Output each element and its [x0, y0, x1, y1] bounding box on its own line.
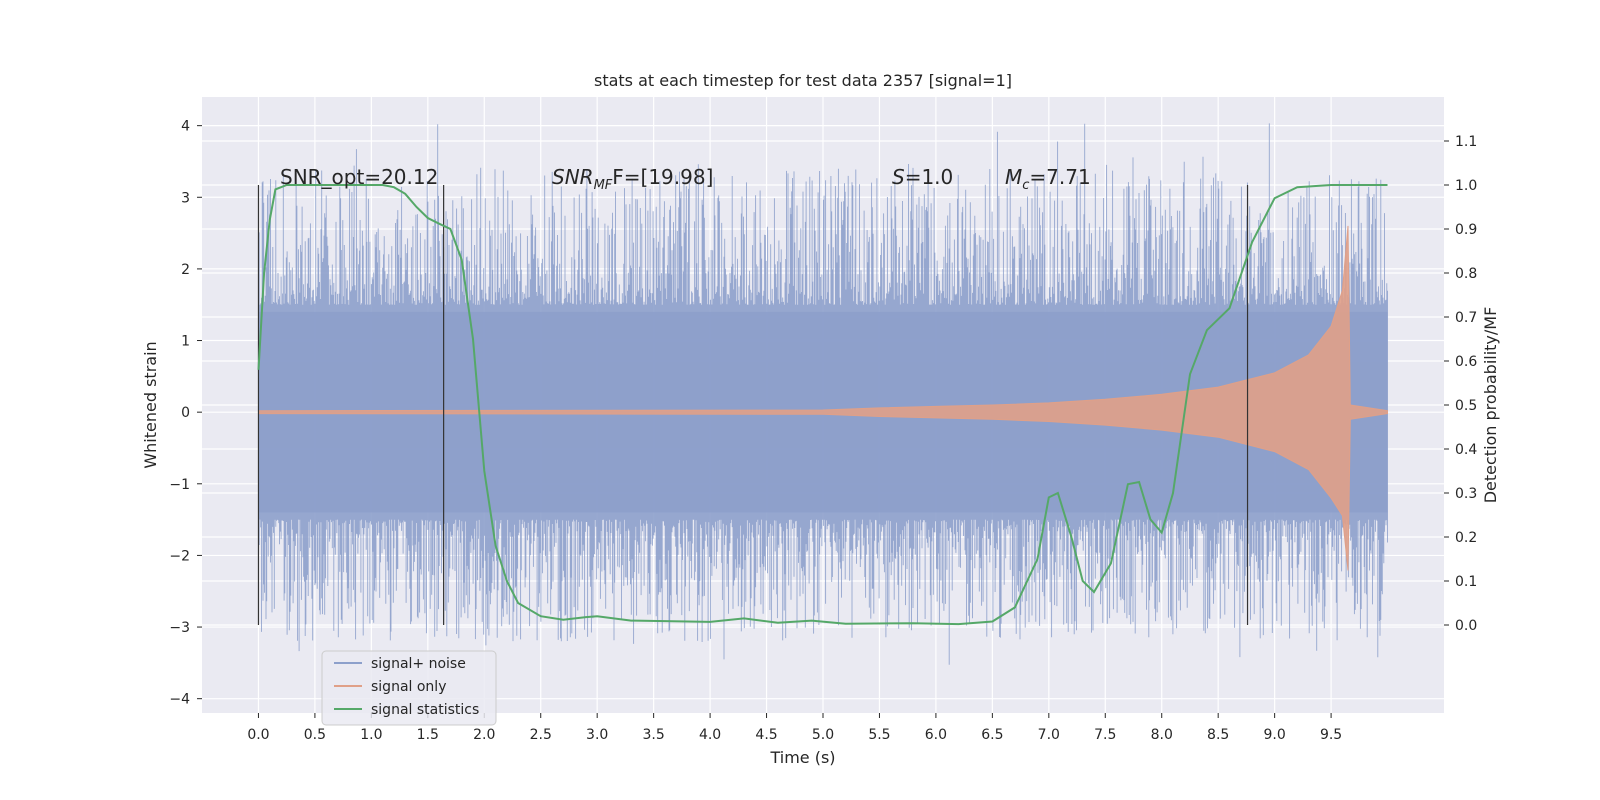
y2-tick-label: 0.8 [1455, 266, 1477, 282]
y2-tick-label: 0.7 [1455, 310, 1477, 326]
x-tick-label: 1.5 [417, 727, 439, 743]
x-tick-label: 9.0 [1264, 727, 1286, 743]
legend-label-signal-statistics: signal statistics [371, 702, 479, 718]
annotation-snr-mf-value: F=[19.98] [612, 165, 713, 189]
x-tick-label: 1.0 [360, 727, 382, 743]
x-tick-label: 7.5 [1094, 727, 1116, 743]
x-tick-label: 0.0 [247, 727, 269, 743]
y-tick-label: 4 [181, 119, 190, 135]
annotation-snr-opt: SNR_opt=20.12 [280, 165, 438, 189]
x-tick-label: 3.5 [643, 727, 665, 743]
x-tick-label: 5.0 [812, 727, 834, 743]
y2-tick-label: 0.6 [1455, 354, 1477, 370]
x-tick-label: 4.0 [699, 727, 721, 743]
x-tick-label: 5.5 [868, 727, 890, 743]
y2-tick-label: 1.0 [1455, 178, 1477, 194]
y-tick-label: −1 [169, 477, 190, 493]
y-axis-label: Whitened strain [141, 341, 160, 468]
annotation-s-value: =1.0 [905, 165, 954, 189]
y2-tick-label: 0.9 [1455, 222, 1477, 238]
legend-label-signal-only: signal only [371, 679, 446, 695]
annotation-mc-sub: c [1022, 178, 1029, 193]
x-tick-label: 2.5 [530, 727, 552, 743]
y2-tick-label: 0.2 [1455, 530, 1477, 546]
x-tick-label: 2.0 [473, 727, 495, 743]
y-tick-label: 0 [181, 405, 190, 421]
x-axis-label: Time (s) [769, 748, 835, 767]
chart-title: stats at each timestep for test data 235… [594, 71, 1012, 90]
y2-tick-label: 0.1 [1455, 574, 1477, 590]
y-tick-label: −3 [169, 620, 190, 636]
annotation-snr-mf-main: SNR [552, 165, 594, 189]
y-axis-right: 1.1 1.0 0.9 0.8 0.7 0.6 0.5 0.4 0.3 0.2 0.1 0.0 [1444, 134, 1477, 634]
y2-tick-label: 0.0 [1455, 618, 1477, 634]
y-tick-label: 1 [181, 334, 190, 350]
y2-tick-label: 0.5 [1455, 398, 1477, 414]
x-tick-label: 0.5 [304, 727, 326, 743]
annotation-s-main: S [892, 165, 905, 189]
x-tick-label: 8.5 [1207, 727, 1229, 743]
statistics-line [257, 184, 1388, 626]
y2-tick-label: 1.1 [1455, 134, 1477, 150]
annotation-mc: Mc=7.71 [1005, 165, 1091, 193]
signal-chirp [258, 225, 1388, 571]
x-tick-label: 9.5 [1320, 727, 1342, 743]
x-tick-label: 6.5 [981, 727, 1003, 743]
x-tick-label: 7.0 [1038, 727, 1060, 743]
y2-tick-label: 0.3 [1455, 486, 1477, 502]
annotation-mc-value: =7.71 [1029, 165, 1090, 189]
y-tick-label: −2 [169, 548, 190, 564]
y-tick-label: 3 [181, 190, 190, 206]
y2-axis-label: Detection probability/MF [1481, 307, 1500, 504]
series-signal-statistics [257, 184, 1388, 626]
annotation-snr-mf-sub: MF [594, 178, 613, 193]
annotation-mc-main: M [1005, 165, 1022, 189]
x-tick-label: 6.0 [925, 727, 947, 743]
y-axis-left: 4 3 2 1 0 −1 −2 −3 −4 [169, 119, 202, 708]
x-tick-label: 8.0 [1151, 727, 1173, 743]
y-tick-label: −4 [169, 692, 190, 708]
y2-tick-label: 0.4 [1455, 442, 1477, 458]
legend-box [321, 650, 497, 726]
x-tick-label: 4.5 [755, 727, 777, 743]
legend: signal+ noise signal only signal statist… [321, 650, 497, 726]
x-tick-label: 3.0 [586, 727, 608, 743]
series-signal-only [258, 225, 1388, 571]
annotation-snr-mf: SNRMFF=[19.98] [552, 165, 713, 193]
y-tick-label: 2 [181, 262, 190, 278]
annotation-s: S=1.0 [892, 165, 953, 189]
x-axis: 0.0 0.5 1.0 1.5 2.0 2.5 3.0 3.5 4.0 4.5 5.0 5.5 6.0 6… [247, 713, 1342, 743]
legend-label-signal-noise: signal+ noise [371, 656, 466, 672]
